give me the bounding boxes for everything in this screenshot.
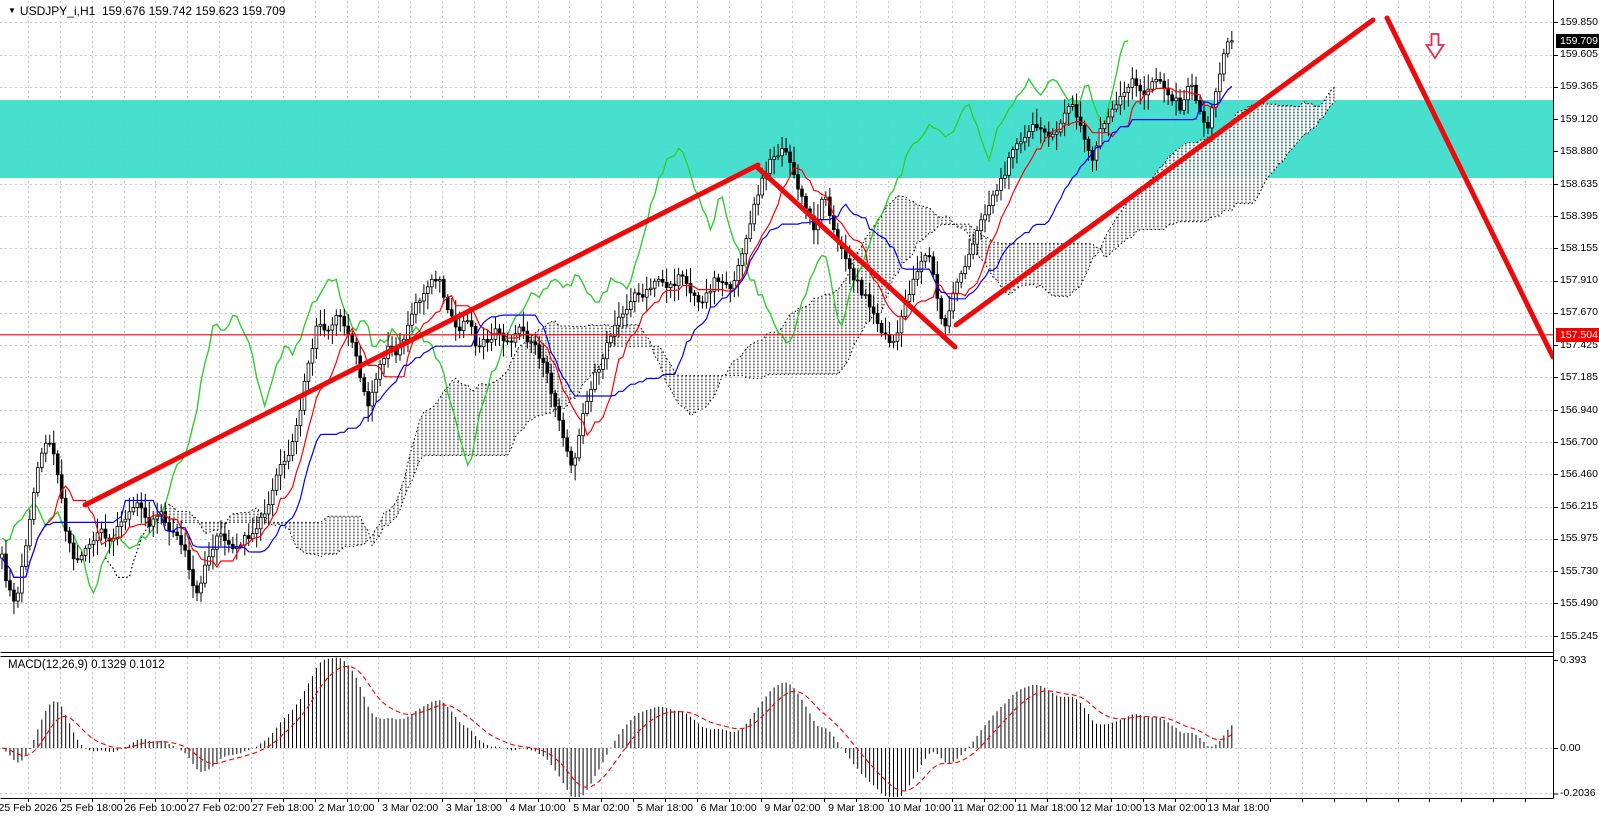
price-tick-label: 155.975 bbox=[1560, 532, 1598, 545]
macd-tick-label: 0.393 bbox=[1560, 653, 1587, 666]
chikou-span-line bbox=[1, 40, 1129, 595]
time-tick-label: 27 Feb 02:00 bbox=[188, 802, 251, 814]
candlesticks bbox=[0, 31, 1234, 615]
price-tick-label: 155.490 bbox=[1560, 596, 1598, 609]
macd-panel bbox=[1, 657, 1233, 797]
time-tick-label: 3 Mar 02:00 bbox=[382, 802, 439, 814]
macd-indicator-label: MACD(12,26,9) 0.1329 0.1012 bbox=[8, 659, 165, 671]
time-tick-label: 26 Feb 10:00 bbox=[124, 802, 187, 814]
trendline-2 bbox=[755, 165, 958, 350]
chart-title: ▼ USDJPY_i,H1 159.676 159.742 159.623 159… bbox=[8, 4, 285, 18]
time-tick-label: 25 Feb 2026 bbox=[0, 802, 58, 814]
macd-tick-label: 0.00 bbox=[1560, 741, 1581, 754]
price-tick-label: 158.155 bbox=[1560, 241, 1598, 254]
time-tick-label: 27 Feb 18:00 bbox=[251, 802, 314, 814]
price-tick-label: 155.245 bbox=[1560, 629, 1598, 642]
macd-tick-label: -0.2036 bbox=[1560, 787, 1596, 799]
trendline-1 bbox=[82, 162, 761, 508]
price-tick-label: 157.910 bbox=[1560, 274, 1598, 287]
price-tick-label: 158.635 bbox=[1560, 177, 1598, 190]
macd-signal-line bbox=[1, 665, 1233, 792]
price-tick-label: 157.185 bbox=[1560, 370, 1598, 383]
kijun-sen-line bbox=[1, 86, 1233, 579]
level-price-badge: 157.504 bbox=[1556, 327, 1599, 342]
chart-title-symbol: USDJPY_i,H1 bbox=[19, 4, 96, 18]
senkou-span-a-line bbox=[105, 86, 1336, 578]
price-tick-label: 159.120 bbox=[1560, 112, 1598, 125]
price-tick-label: 159.850 bbox=[1560, 15, 1598, 28]
time-tick-label: 13 Mar 18:00 bbox=[1207, 802, 1270, 814]
collapse-triangle-icon[interactable]: ▼ bbox=[8, 6, 16, 15]
chart-title-quotes: 159.676 159.742 159.623 159.709 bbox=[101, 4, 286, 18]
time-tick-label: 9 Mar 18:00 bbox=[828, 802, 885, 814]
ichimoku-cloud bbox=[105, 86, 1336, 578]
price-tick-label: 156.940 bbox=[1560, 403, 1598, 416]
price-tick-label: 159.605 bbox=[1560, 48, 1598, 61]
time-tick-label: 5 Mar 02:00 bbox=[573, 802, 630, 814]
time-tick-label: 11 Mar 18:00 bbox=[1016, 802, 1078, 814]
time-tick-label: 13 Mar 02:00 bbox=[1143, 802, 1206, 814]
tenkan-sen-line bbox=[1, 86, 1233, 579]
price-tick-label: 158.880 bbox=[1560, 144, 1598, 157]
price-tick-label: 159.365 bbox=[1560, 80, 1598, 93]
trendline-3 bbox=[953, 17, 1376, 328]
senkou-span-b-line bbox=[105, 101, 1336, 578]
time-tick-label: 10 Mar 10:00 bbox=[888, 802, 951, 814]
price-tick-label: 156.215 bbox=[1560, 500, 1598, 513]
price-tick-label: 157.670 bbox=[1560, 306, 1598, 319]
time-tick-label: 11 Mar 02:00 bbox=[952, 802, 1015, 814]
time-tick-label: 9 Mar 02:00 bbox=[764, 802, 821, 814]
time-tick-label: 25 Feb 18:00 bbox=[60, 802, 123, 814]
time-tick-label: 2 Mar 10:00 bbox=[318, 802, 375, 814]
time-tick-label: 5 Mar 18:00 bbox=[636, 802, 694, 814]
down-arrow-icon bbox=[1424, 33, 1446, 60]
price-tick-label: 155.730 bbox=[1560, 564, 1598, 577]
time-tick-label: 3 Mar 18:00 bbox=[445, 802, 502, 814]
price-tick-label: 157.425 bbox=[1560, 338, 1598, 351]
current-price-badge: 159.709 bbox=[1556, 33, 1599, 48]
trendline-4 bbox=[1384, 15, 1553, 360]
price-tick-label: 158.395 bbox=[1560, 209, 1598, 222]
price-tick-label: 156.460 bbox=[1560, 467, 1598, 480]
price-tick-label: 156.700 bbox=[1560, 435, 1598, 448]
time-tick-label: 6 Mar 10:00 bbox=[700, 802, 757, 814]
time-tick-label: 12 Mar 10:00 bbox=[1079, 802, 1142, 814]
time-tick-label: 4 Mar 10:00 bbox=[509, 802, 566, 814]
